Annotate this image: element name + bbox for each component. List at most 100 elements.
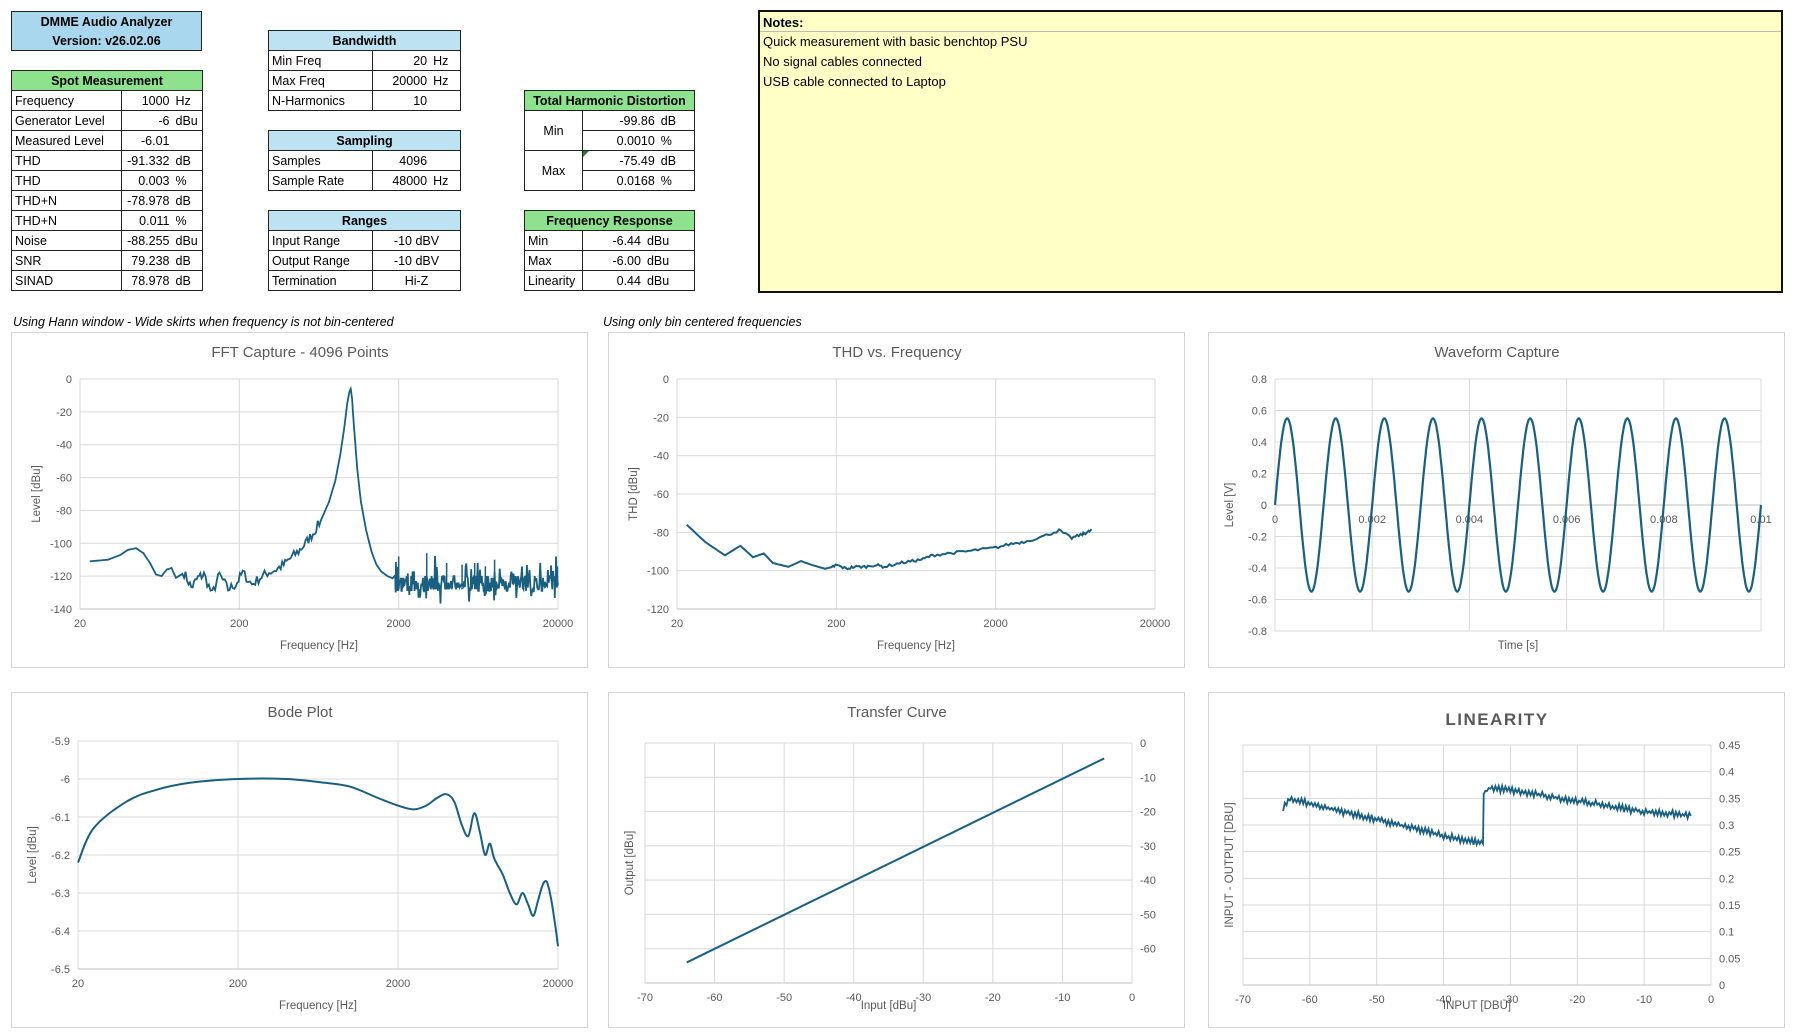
row-unit[interactable]: dBu (643, 270, 695, 291)
row-unit[interactable] (172, 130, 203, 151)
ranges-title: Ranges (268, 210, 461, 231)
row-label[interactable]: Output Range (268, 250, 373, 271)
y-tick-label: -0.6 (1248, 595, 1267, 607)
y-tick-label: -40 (1140, 875, 1156, 887)
row-label[interactable]: Measured Level (11, 130, 122, 151)
row-value[interactable]: 0.011 (121, 210, 173, 231)
x-tick-label: 0.006 (1553, 514, 1581, 526)
row-unit[interactable]: Hz (430, 50, 462, 71)
transfer-chart-panel[interactable]: Transfer Curve 0 -10 -20 -30 -40 -50 -60 -70 -60 -… (608, 692, 1185, 1028)
row-label[interactable]: Generator Level (11, 110, 122, 131)
row-label[interactable]: Max Freq (268, 70, 373, 91)
row-value[interactable]: 1000 (121, 90, 173, 111)
table-row: THD 0.003% (11, 170, 203, 191)
x-tick-label: -30 (915, 992, 931, 1004)
row-value[interactable]: 10 (372, 90, 431, 111)
row-unit[interactable] (430, 90, 462, 111)
row-label[interactable]: Min (524, 230, 583, 251)
row-label[interactable]: THD+N (11, 210, 122, 231)
y-tick-label: -5.9 (51, 736, 70, 748)
row-label[interactable]: N-Harmonics (268, 90, 373, 111)
row-value[interactable]: -78.978 (121, 190, 173, 211)
row-label[interactable]: THD+N (11, 190, 122, 211)
row-value[interactable]: 48000 (372, 170, 431, 191)
thd-min-db-unit: dB (657, 110, 695, 131)
row-label[interactable]: THD (11, 170, 122, 191)
row-value[interactable]: -88.255 (121, 230, 173, 251)
row-unit[interactable]: dBu (643, 230, 695, 251)
sampling-title: Sampling (268, 130, 461, 151)
y-tick-label: 0.4 (1252, 437, 1267, 449)
row-unit[interactable]: % (172, 210, 203, 231)
row-label[interactable]: SNR (11, 250, 122, 271)
bandwidth-table: Bandwidth Min Freq 20 Hz Max Freq 20000 Hz N-H… (268, 30, 462, 111)
row-unit[interactable]: dB (172, 150, 203, 171)
row-value[interactable]: -10 dBV (372, 230, 461, 251)
linearity-chart: LINEARITY 0.45 0.4 0.35 0.3 0.25 0.2 0.15 0.1 0.0… (1224, 710, 1740, 1012)
row-value[interactable]: 0.44 (581, 270, 644, 291)
y-tick-label: 0.2 (1252, 469, 1267, 481)
row-unit[interactable]: % (172, 170, 203, 191)
x-tick-label: -20 (985, 992, 1001, 1004)
table-row: SNR 79.238 dB (11, 250, 203, 271)
row-value[interactable]: -6.01 (121, 130, 173, 151)
row-unit[interactable] (430, 150, 462, 171)
row-value[interactable]: 20000 (372, 70, 431, 91)
row-unit[interactable]: dBu (172, 110, 203, 131)
waveform-chart-panel[interactable]: Waveform Capture 0.8 0.6 0.4 0.2 0 -0.2 -0.4 -0.… (1208, 332, 1785, 668)
bode-chart-panel[interactable]: Bode Plot -5.9 -6 -6.1 -6.2 -6.3 -6.4 -6.5 20 200… (11, 692, 588, 1028)
row-value[interactable]: -6.00 (581, 250, 644, 271)
table-row: SINAD 78.978 dB (11, 270, 203, 291)
x-tick-label: 20000 (1140, 618, 1171, 630)
row-label[interactable]: SINAD (11, 270, 122, 291)
row-unit[interactable]: dB (172, 270, 203, 291)
row-label[interactable]: THD (11, 150, 122, 171)
row-value[interactable]: -6.44 (581, 230, 644, 251)
table-row: Termination Hi-Z (268, 270, 461, 291)
row-label[interactable]: Noise (11, 230, 122, 251)
row-value[interactable]: 78.978 (121, 270, 173, 291)
y-tick-label: 0 (1140, 738, 1146, 750)
notes-box[interactable]: Notes: Quick measurement with basic benc… (758, 10, 1783, 293)
frequency-response-table: Frequency Response Min -6.44 dBu Max -6.00 dB… (524, 210, 695, 291)
row-label[interactable]: Min Freq (268, 50, 373, 71)
row-value[interactable]: -10 dBV (372, 250, 461, 271)
row-label[interactable]: Linearity (524, 270, 583, 291)
row-label[interactable]: Input Range (268, 230, 373, 251)
table-row: Noise -88.255 dBu (11, 230, 203, 251)
row-value[interactable]: -91.332 (121, 150, 173, 171)
notes-line: No signal cables connected (763, 54, 922, 69)
x-tick-label: 20 (671, 618, 683, 630)
row-unit[interactable]: Hz (430, 70, 462, 91)
y-tick-label: 0.6 (1252, 406, 1267, 418)
row-value[interactable]: Hi-Z (372, 270, 461, 291)
row-unit[interactable]: Hz (430, 170, 462, 191)
row-value[interactable]: 0.003 (121, 170, 173, 191)
y-tick-label: 0.15 (1719, 900, 1740, 912)
row-unit[interactable]: Hz (172, 90, 203, 111)
row-value[interactable]: -6 (121, 110, 173, 131)
linearity-chart-panel[interactable]: LINEARITY 0.45 0.4 0.35 0.3 0.25 0.2 0.15 0.1 0.0… (1208, 692, 1785, 1028)
fft-chart-panel[interactable]: FFT Capture - 4096 Points 0 -20 -40 -60 -80 -1… (11, 332, 588, 668)
y-tick-label: -6.2 (51, 850, 70, 862)
row-label[interactable]: Sample Rate (268, 170, 373, 191)
row-label[interactable]: Termination (268, 270, 373, 291)
y-tick-label: 0.1 (1719, 927, 1734, 939)
chart-title: FFT Capture - 4096 Points (211, 344, 388, 361)
row-unit[interactable]: dBu (643, 250, 695, 271)
y-tick-label: 0 (66, 374, 72, 386)
x-tick-label: -20 (1569, 994, 1585, 1006)
row-label[interactable]: Frequency (11, 90, 122, 111)
row-value[interactable]: 79.238 (121, 250, 173, 271)
row-unit[interactable]: dBu (172, 230, 203, 251)
row-unit[interactable]: dB (172, 190, 203, 211)
row-unit[interactable]: dB (172, 250, 203, 271)
thd-chart-panel[interactable]: THD vs. Frequency 0 -20 -40 -60 -80 -100 -120 20… (608, 332, 1185, 668)
row-label[interactable]: Samples (268, 150, 373, 171)
row-label[interactable]: Max (524, 250, 583, 271)
row-value[interactable]: 20 (372, 50, 431, 71)
row-value[interactable]: 4096 (372, 150, 431, 171)
x-tick-label: -60 (707, 992, 723, 1004)
thd-min-pct: 0.0010 (581, 130, 658, 151)
spot-title: Spot Measurement (11, 70, 203, 91)
